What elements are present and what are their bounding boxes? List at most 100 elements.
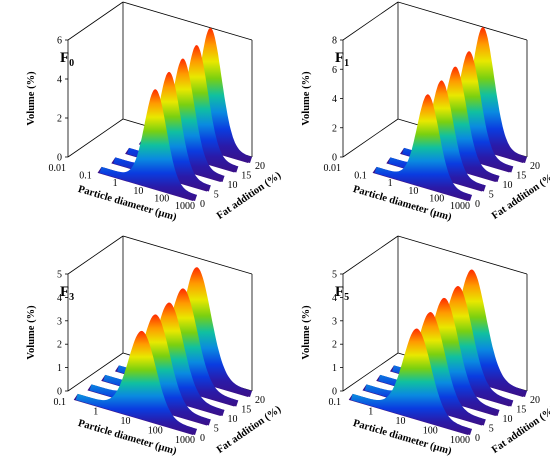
y-tick-label: 4 xyxy=(332,293,337,304)
top-left-edge xyxy=(342,235,399,275)
back-top-edge xyxy=(397,235,528,275)
panel-title-main: F xyxy=(60,284,69,300)
y-axis-label: Volume (%) xyxy=(26,71,37,126)
ribbon-series-0 xyxy=(374,94,472,201)
z-tick-label: 5 xyxy=(489,190,494,201)
y-tick-label: 0 xyxy=(332,153,337,164)
z-tick-label: 20 xyxy=(255,161,265,172)
x-tick-label: 1 xyxy=(388,178,393,189)
floor-left-edge xyxy=(342,352,399,392)
x-tick-label: 1 xyxy=(368,407,373,418)
y-tick-label: 6 xyxy=(332,65,337,76)
y-tick-label: 2 xyxy=(332,123,337,134)
floor-left-edge xyxy=(67,118,124,158)
z-tick-label: 10 xyxy=(503,414,513,425)
z-tick-label: 15 xyxy=(516,171,526,182)
panel-title-subscript: 5 xyxy=(344,292,349,303)
x-tick-label: 1000 xyxy=(450,201,470,212)
y-tick-label: 3 xyxy=(332,316,337,327)
panel-title: F0 xyxy=(60,50,74,69)
x-tick-label: 0.01 xyxy=(324,163,342,174)
z-tick-label: 15 xyxy=(241,405,251,416)
z-tick-label: 15 xyxy=(241,171,251,182)
x-tick-label: 1 xyxy=(113,178,118,189)
z-tick-label: 10 xyxy=(503,180,513,191)
x-tick-label: 1000 xyxy=(175,201,195,212)
x-tick-label: 0.1 xyxy=(54,397,67,408)
y-axis-label: Volume (%) xyxy=(301,71,312,126)
x-tick-label: 10 xyxy=(121,416,131,427)
z-tick-label: 0 xyxy=(475,433,480,444)
top-left-edge xyxy=(67,235,124,275)
x-tick-label: 0.1 xyxy=(79,171,92,182)
z-tick-label: 20 xyxy=(255,395,265,406)
y-tick-label: 4 xyxy=(57,75,62,86)
x-tick-label: 100 xyxy=(148,426,163,437)
y-tick-label: 3 xyxy=(57,316,62,327)
panel-title: F3 xyxy=(60,284,74,303)
y-tick-label: 1 xyxy=(57,363,62,374)
z-tick-label: 10 xyxy=(228,180,238,191)
ribbon-series-0 xyxy=(75,330,197,435)
z-tick-label: 20 xyxy=(530,395,540,406)
x-tick-label: 10 xyxy=(408,186,418,197)
x-tick-label: 0.1 xyxy=(329,397,342,408)
y-tick-label: 0 xyxy=(332,387,337,398)
x-tick-label: 0.01 xyxy=(49,163,67,174)
y-tick-label: 0 xyxy=(57,153,62,164)
z-tick-label: 5 xyxy=(489,424,494,435)
x-tick-label: 1000 xyxy=(175,435,195,446)
panel-title-main: F xyxy=(335,284,344,300)
floor-left-edge xyxy=(342,118,399,158)
back-top-edge xyxy=(397,1,528,41)
y-tick-label: 1 xyxy=(332,363,337,374)
top-left-edge xyxy=(67,1,124,41)
z-tick-label: 5 xyxy=(214,190,219,201)
y-tick-label: 8 xyxy=(332,36,337,47)
y-tick-label: 2 xyxy=(332,340,337,351)
ribbon-series-0 xyxy=(99,89,197,201)
y-tick-label: 2 xyxy=(57,114,62,125)
y-axis-label: Volume (%) xyxy=(26,305,37,360)
back-top-edge xyxy=(122,235,253,275)
panel-title-subscript: 3 xyxy=(69,292,74,303)
panel-title: F1 xyxy=(335,50,349,69)
y-tick-label: 2 xyxy=(57,340,62,351)
z-tick-label: 0 xyxy=(200,433,205,444)
panel-title: F5 xyxy=(335,284,349,303)
x-tick-label: 10 xyxy=(133,186,143,197)
x-tick-label: 100 xyxy=(154,193,169,204)
top-left-edge xyxy=(342,1,399,41)
y-tick-label: 6 xyxy=(57,36,62,47)
z-tick-label: 20 xyxy=(530,161,540,172)
x-tick-label: 1 xyxy=(93,407,98,418)
z-tick-label: 0 xyxy=(475,199,480,210)
back-top-edge xyxy=(122,1,253,41)
x-tick-label: 100 xyxy=(429,193,444,204)
y-tick-label: 0 xyxy=(57,387,62,398)
y-axis-label: Volume (%) xyxy=(301,305,312,360)
ribbon-series-0 xyxy=(350,328,472,435)
x-tick-label: 1000 xyxy=(450,435,470,446)
z-tick-label: 5 xyxy=(214,424,219,435)
y-tick-label: 4 xyxy=(57,293,62,304)
panel-title-subscript: 1 xyxy=(344,58,349,69)
panel-title-subscript: 0 xyxy=(69,58,74,69)
panel-title-main: F xyxy=(335,50,344,66)
panel-title-main: F xyxy=(60,50,69,66)
z-tick-label: 10 xyxy=(228,414,238,425)
y-tick-label: 5 xyxy=(332,270,337,281)
floor-left-edge xyxy=(67,352,124,392)
z-tick-label: 0 xyxy=(200,199,205,210)
y-tick-label: 5 xyxy=(57,270,62,281)
x-tick-label: 10 xyxy=(396,416,406,427)
x-tick-label: 0.1 xyxy=(354,171,367,182)
z-tick-label: 15 xyxy=(516,405,526,416)
y-tick-label: 4 xyxy=(332,94,337,105)
x-tick-label: 100 xyxy=(423,426,438,437)
